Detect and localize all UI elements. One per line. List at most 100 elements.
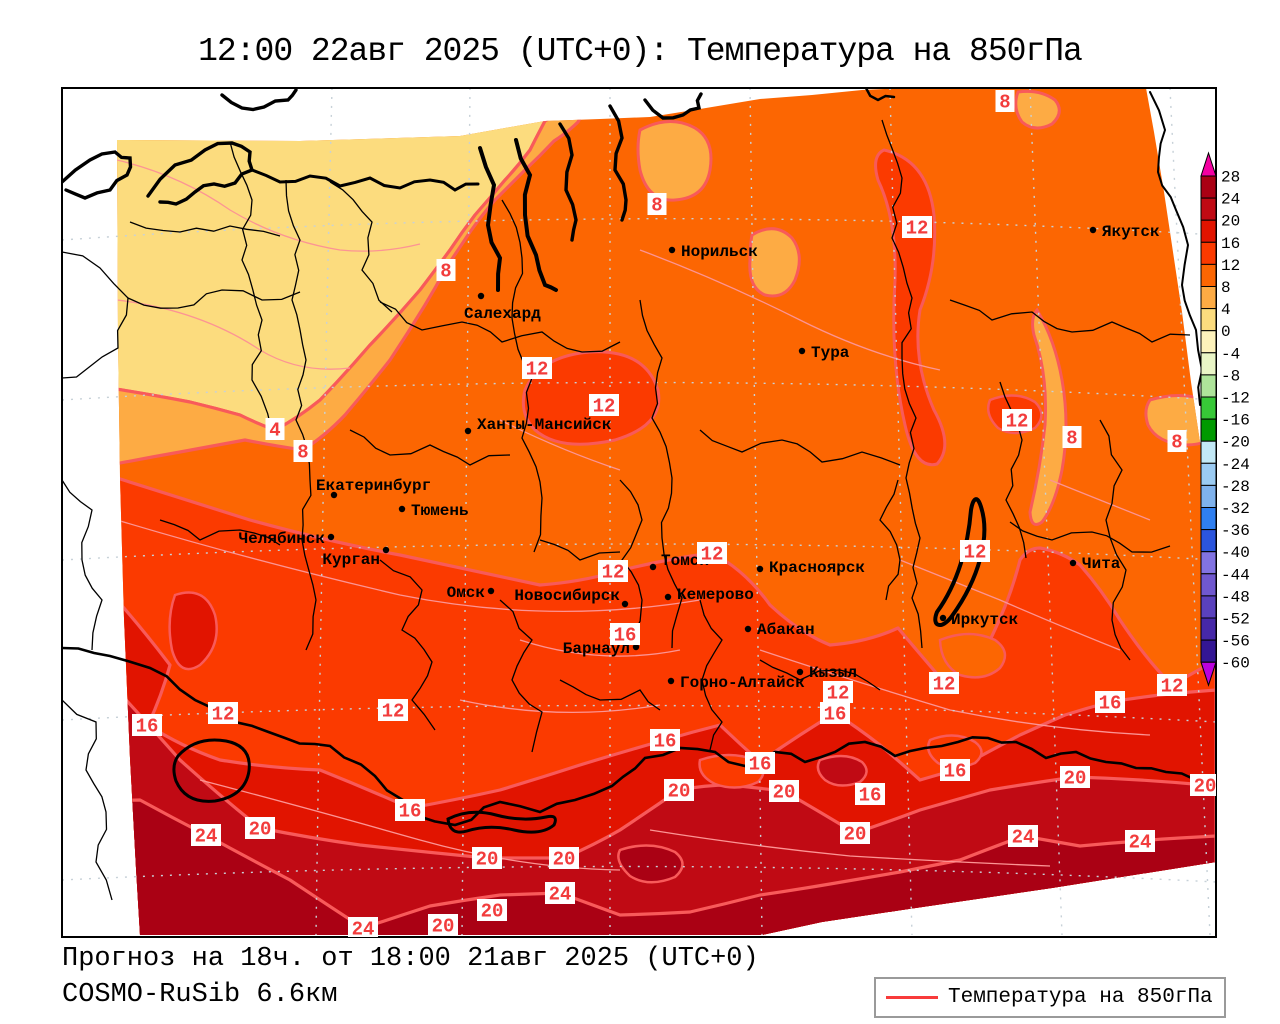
admin-border-line <box>559 679 661 711</box>
colorbar-tick-label: -36 <box>1221 522 1250 540</box>
contour-label-box <box>929 672 959 694</box>
contour-label-value: 16 <box>399 801 422 823</box>
contour-label-value: 8 <box>440 261 451 283</box>
contour-label: 16 <box>1095 691 1125 715</box>
city-marker: Норильск <box>668 243 758 261</box>
contour-label: 16 <box>855 783 885 807</box>
colorbar-tick-label: -20 <box>1221 434 1250 452</box>
contour-label-value: 8 <box>999 92 1010 114</box>
contour-label-box <box>293 440 313 462</box>
admin-border-line <box>499 599 543 753</box>
city-dot <box>667 677 675 685</box>
contour-label: 8 <box>436 259 456 283</box>
contour-label: 16 <box>132 714 162 738</box>
minor-contours <box>117 159 1151 871</box>
contour-label-value: 12 <box>1161 676 1184 698</box>
contour-label-box <box>245 817 275 839</box>
city-dot <box>632 643 640 651</box>
colorbar-tick-label: -8 <box>1221 367 1240 385</box>
city-marker: Омск <box>447 584 495 602</box>
contour-label-box <box>820 702 850 724</box>
colorbar-tick-label: -48 <box>1221 588 1250 606</box>
contour-label-value: 20 <box>773 782 796 804</box>
contour-label-box <box>522 357 552 379</box>
cool-pocket <box>636 120 713 202</box>
state-border <box>62 646 1216 827</box>
colorbar-cell <box>1200 462 1217 486</box>
city-label: Тура <box>811 344 850 362</box>
colorbar-tick-label: 20 <box>1221 213 1240 231</box>
contour-label-box <box>598 560 628 582</box>
contour-label-value: 20 <box>481 901 504 923</box>
city-marker: Курган <box>322 546 390 569</box>
contour-label-value: 20 <box>476 849 499 871</box>
coastline <box>514 138 558 292</box>
contour-label-box <box>472 847 502 869</box>
contour-label-value: 8 <box>1066 428 1077 450</box>
admin-border-line <box>619 479 643 641</box>
colorbar-cell <box>1200 286 1217 310</box>
colorbar-tick-label: 4 <box>1221 301 1231 319</box>
colorbar-cell <box>1200 175 1217 199</box>
contour-label: 16 <box>610 623 640 647</box>
admin-border-line <box>129 221 281 237</box>
contour-label-value: 12 <box>593 396 616 418</box>
coastline <box>1149 91 1204 406</box>
contour-label-value: 12 <box>964 542 987 564</box>
contour-label-box <box>348 917 378 937</box>
colorbar-cell <box>1200 595 1217 619</box>
contour-label-box <box>745 752 775 774</box>
coastline <box>220 88 298 112</box>
city-label: Салехард <box>464 305 541 323</box>
colorbar-tick-label: 8 <box>1221 279 1231 297</box>
city-marker: Якутск <box>1089 223 1160 241</box>
contour-label-box <box>1095 691 1125 713</box>
contour-label: 12 <box>589 394 619 418</box>
colorbar-cell <box>1200 440 1217 464</box>
warm-pocket <box>617 844 684 884</box>
contour-label-value: 12 <box>602 562 625 584</box>
admin-border-line <box>62 251 129 379</box>
contour-label: 8 <box>995 90 1015 114</box>
admin-border-line <box>1009 521 1171 553</box>
city-label: Иркутск <box>951 611 1019 629</box>
admin-border-line <box>539 539 621 561</box>
admin-border-line <box>879 479 901 601</box>
cool-pocket <box>938 632 1007 679</box>
city-dot <box>649 563 657 571</box>
city-label: Чита <box>1082 555 1121 573</box>
colorbar-cell <box>1200 352 1217 376</box>
contour-label: 12 <box>208 702 238 726</box>
contour-label-value: 8 <box>297 442 308 464</box>
colorbar-tick-label: -16 <box>1221 412 1250 430</box>
contour-label-box <box>1002 409 1032 431</box>
contour-label-box <box>769 780 799 802</box>
contour-label-box <box>395 799 425 821</box>
cool-pocket <box>748 227 801 298</box>
colorbar-tick-label: 24 <box>1221 191 1240 209</box>
contour-label: 20 <box>472 847 502 871</box>
admin-border-line <box>639 299 683 649</box>
forecast-text: Прогноз на 18ч. от 18:00 21авг 2025 (UTC… <box>62 944 759 974</box>
colorbar-tick-label: 16 <box>1221 235 1240 253</box>
contour-label-box <box>1157 674 1187 696</box>
city-label: Красноярск <box>769 559 865 577</box>
lakes <box>172 497 987 834</box>
city-label: Горно-Алтайск <box>680 674 805 692</box>
contour-label: 20 <box>840 822 870 846</box>
colorbar-tick-label: -40 <box>1221 544 1250 562</box>
city-marker: Горно-Алтайск <box>667 674 805 692</box>
coastline <box>62 150 133 200</box>
city-marker: Чита <box>1069 555 1121 573</box>
city-marker: Ханты-Мансийск <box>464 416 612 435</box>
city-dot <box>1069 559 1077 567</box>
contour-label-box <box>960 540 990 562</box>
contour-label-value: 16 <box>1099 693 1122 715</box>
contour-label-box <box>902 216 932 238</box>
contour-label-value: 12 <box>933 674 956 696</box>
admin-border-line <box>759 659 881 691</box>
admin-border-line <box>62 479 103 651</box>
city-dot <box>327 533 335 541</box>
